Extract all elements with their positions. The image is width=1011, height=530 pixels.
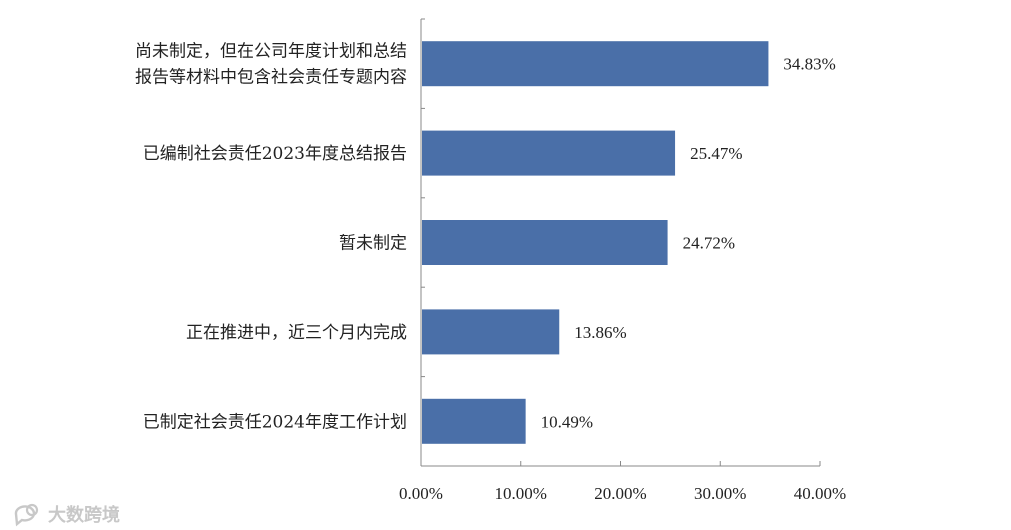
watermark-text: 大数跨境 [48, 504, 120, 526]
x-tick-label: 30.00% [694, 484, 746, 503]
data-label: 10.49% [541, 412, 593, 431]
bar [422, 130, 676, 176]
bar [422, 309, 560, 355]
category-label: 暂未制定 [339, 234, 407, 254]
chat-bubble-logo-icon [14, 503, 39, 527]
bar [422, 220, 668, 265]
category-label: 已编制社会责任2023年度总结报告 [143, 144, 407, 164]
category-label: 尚未制定，但在公司年度计划和总结 [135, 42, 407, 62]
bars-layer [422, 41, 769, 444]
category-label: 正在推进中，近三个月内完成 [186, 323, 407, 343]
data-label: 25.47% [690, 144, 742, 163]
data-label: 34.83% [783, 55, 835, 74]
watermark: 大数跨境 [14, 503, 120, 527]
x-tick-label: 0.00% [399, 484, 443, 503]
category-label: 报告等材料中包含社会责任专题内容 [135, 68, 407, 88]
bar [422, 41, 769, 87]
x-tick-label: 40.00% [794, 484, 846, 503]
data-label: 24.72% [683, 234, 735, 253]
x-tick-label: 20.00% [594, 484, 646, 503]
labels-layer: 0.00% 10.00% 20.00% 30.00% 40.00% 34.83% 尚未制定，… [135, 42, 846, 503]
axis-layer [420, 18, 821, 467]
data-label: 13.86% [574, 323, 626, 342]
category-label: 已制定社会责任2024年度工作计划 [143, 412, 407, 432]
x-tick-label: 10.00% [495, 484, 547, 503]
bar [422, 398, 526, 444]
